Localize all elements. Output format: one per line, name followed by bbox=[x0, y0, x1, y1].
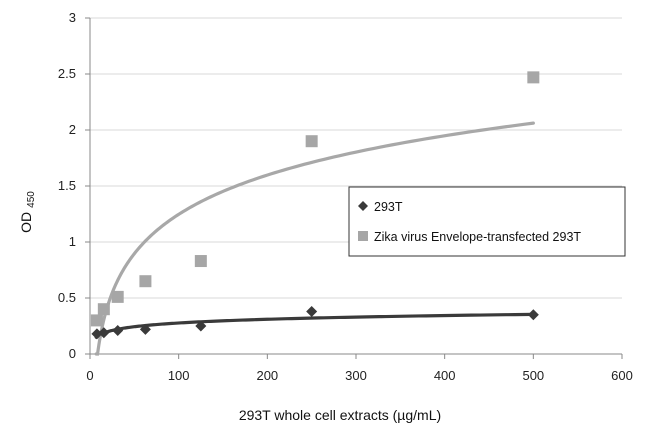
trendline-0 bbox=[94, 312, 535, 339]
point-diamond bbox=[112, 324, 124, 336]
x-axis-title: 293T whole cell extracts (µg/mL) bbox=[239, 407, 441, 423]
point-diamond bbox=[306, 305, 318, 317]
y-tick-label: 2 bbox=[69, 122, 76, 137]
y-tick-label: 3 bbox=[69, 10, 76, 25]
y-tick-label: 2.5 bbox=[58, 66, 76, 81]
point-diamond bbox=[527, 309, 539, 321]
legend-marker-square bbox=[358, 231, 368, 241]
y-axis-title-main: OD bbox=[18, 212, 34, 233]
point-square bbox=[90, 314, 103, 327]
y-tick-label: 1.5 bbox=[58, 178, 76, 193]
point-square bbox=[139, 275, 152, 288]
x-tick-label: 0 bbox=[86, 368, 93, 383]
x-tick-label: 400 bbox=[434, 368, 456, 383]
legend-box bbox=[348, 186, 626, 257]
gridlines bbox=[90, 17, 622, 299]
y-axis-title: OD 450 bbox=[18, 191, 37, 233]
point-square bbox=[194, 255, 207, 268]
legend: 293T Zika virus Envelope-transfected 293… bbox=[348, 186, 626, 257]
point-square bbox=[97, 303, 110, 316]
x-tick-label: 500 bbox=[522, 368, 544, 383]
x-tick-label: 600 bbox=[611, 368, 633, 383]
point-diamond bbox=[91, 328, 103, 340]
y-tick-label: 0 bbox=[69, 346, 76, 361]
legend-label-zika: Zika virus Envelope-transfected 293T bbox=[374, 230, 581, 244]
point-square bbox=[527, 71, 540, 84]
y-tick-label: 1 bbox=[69, 234, 76, 249]
x-tick-label: 200 bbox=[256, 368, 278, 383]
point-square bbox=[111, 290, 124, 303]
y-tick-label: 0.5 bbox=[58, 290, 76, 305]
y-axis-title-sub: 450 bbox=[26, 191, 37, 208]
x-tick-label: 300 bbox=[345, 368, 367, 383]
legend-entry-293t: 293T bbox=[358, 200, 403, 214]
x-tick-labels: 0 100 200 300 400 500 600 bbox=[86, 354, 633, 383]
point-diamond bbox=[195, 320, 207, 332]
point-square bbox=[305, 135, 318, 148]
legend-marker-diamond bbox=[358, 201, 368, 211]
legend-label-293t: 293T bbox=[374, 200, 403, 214]
x-tick-label: 100 bbox=[168, 368, 190, 383]
point-diamond bbox=[139, 323, 151, 335]
data-points bbox=[90, 71, 540, 340]
y-tick-labels: 0 0.5 1 1.5 2 2.5 3 bbox=[58, 10, 90, 361]
legend-entry-zika: Zika virus Envelope-transfected 293T bbox=[358, 230, 581, 244]
point-diamond bbox=[98, 327, 110, 339]
